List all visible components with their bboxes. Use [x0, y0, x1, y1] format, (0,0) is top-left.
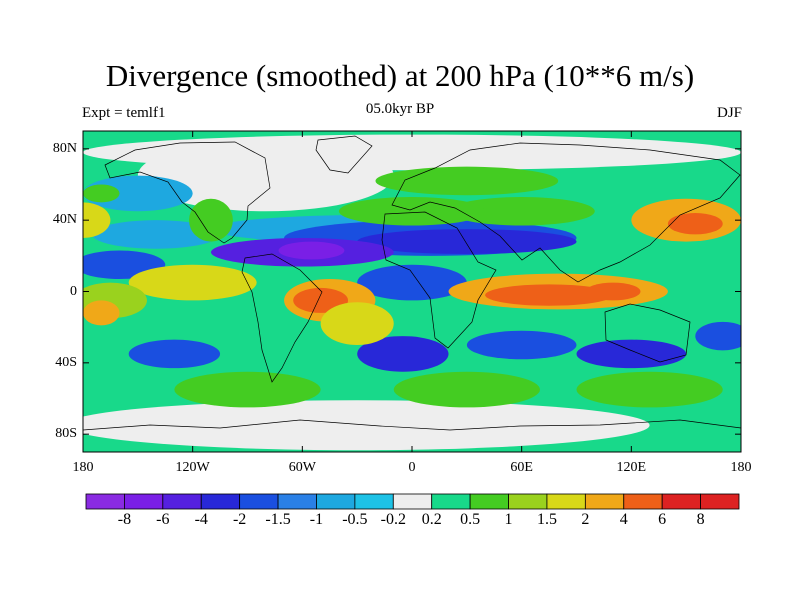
colorbar-label: -1 [309, 511, 324, 528]
colorbar-swatch [162, 493, 202, 510]
coastline-africa [381, 211, 497, 349]
coastline-antarctica [83, 419, 741, 431]
map-title: Divergence (smoothed) at 200 hPa (10**6 … [105, 58, 695, 93]
field-region [357, 229, 577, 255]
colorbar-label: -1.5 [265, 511, 291, 528]
field-region [83, 184, 120, 203]
field-region [576, 339, 687, 369]
field-region [466, 330, 577, 360]
field-region [448, 196, 595, 226]
colorbar-swatch [239, 493, 279, 510]
colorbar-label: 4 [619, 511, 628, 528]
colorbar-swatch [277, 493, 317, 510]
colorbar-label: -4 [194, 511, 208, 528]
colorbar-swatch [623, 493, 663, 510]
axis-ticks [82, 131, 742, 452]
lon-label: 0 [408, 460, 416, 475]
colorbar-label: 0.2 [421, 511, 442, 528]
coastlines [83, 135, 741, 431]
colorbar-label: 8 [696, 511, 705, 528]
field-region [189, 198, 233, 242]
field-region [137, 139, 394, 212]
colorbar-label: 1 [504, 511, 513, 528]
lon-label: 60W [288, 460, 316, 475]
coastline-south-america [241, 253, 323, 383]
colorbar-swatch [700, 493, 740, 510]
lon-label: 180 [72, 460, 94, 475]
colorbar-swatch [200, 493, 241, 510]
lat-label: 40S [55, 354, 77, 370]
field-region [320, 302, 394, 345]
colorbar-swatch [546, 493, 586, 510]
colorbar-label: 1.5 [536, 511, 557, 528]
field-region [128, 339, 221, 369]
lon-label: 120E [616, 460, 647, 475]
field-region [585, 282, 641, 301]
experiment-label: Expt = temlf1 [82, 105, 166, 121]
lon-label: 180 [730, 460, 752, 475]
colorbar [85, 493, 740, 510]
colorbar-swatch [392, 493, 433, 510]
field-region [357, 264, 467, 301]
lon-label: 60E [510, 460, 533, 475]
field-region [83, 202, 111, 238]
field-region [278, 241, 345, 260]
colorbar-swatch [661, 493, 701, 510]
colorbar-label: -6 [156, 511, 170, 528]
lat-label: 0 [70, 283, 77, 299]
coastline-australia [604, 303, 691, 363]
field-region [293, 287, 349, 313]
colorbar-label: 0.5 [460, 511, 481, 528]
field-region [695, 321, 741, 351]
colorbar-label: -2 [232, 511, 247, 528]
field-region [338, 196, 486, 226]
colorbar-swatch [85, 493, 125, 510]
colorbar-swatch [469, 493, 509, 510]
colorbar-label: 6 [658, 511, 667, 528]
colorbar-swatch [508, 493, 548, 510]
field-region [667, 213, 723, 235]
field-region [83, 300, 120, 326]
coastline-north-america [104, 141, 271, 244]
season-label: DJF [716, 105, 742, 121]
colorbar-swatch [584, 493, 625, 510]
lat-label: 80N [52, 140, 77, 156]
colorbar-swatch [124, 493, 164, 510]
colorbar-label: -0.2 [380, 511, 406, 528]
time-label: 05.0kyr BP [365, 101, 435, 117]
coastline-europe-asia [391, 142, 741, 283]
field-region [576, 371, 723, 408]
field-region [485, 284, 614, 306]
colorbar-swatch [316, 493, 356, 510]
colorbar-label: -8 [117, 511, 132, 528]
field-region [174, 371, 321, 408]
lat-label: 80S [55, 426, 77, 442]
lat-label: 40N [52, 212, 77, 228]
field-region [357, 336, 449, 372]
colorbar-swatch [431, 493, 471, 510]
coastline-greenland [315, 135, 373, 174]
field-region [83, 175, 193, 212]
field-region [393, 371, 540, 408]
field-region [92, 220, 221, 249]
lon-label: 120W [175, 460, 210, 475]
colorbar-label: -0.5 [342, 511, 368, 528]
colorbar-swatch [354, 493, 394, 510]
field-region [375, 166, 559, 196]
colorbar-label: 2 [581, 511, 590, 528]
field-region [128, 264, 257, 301]
